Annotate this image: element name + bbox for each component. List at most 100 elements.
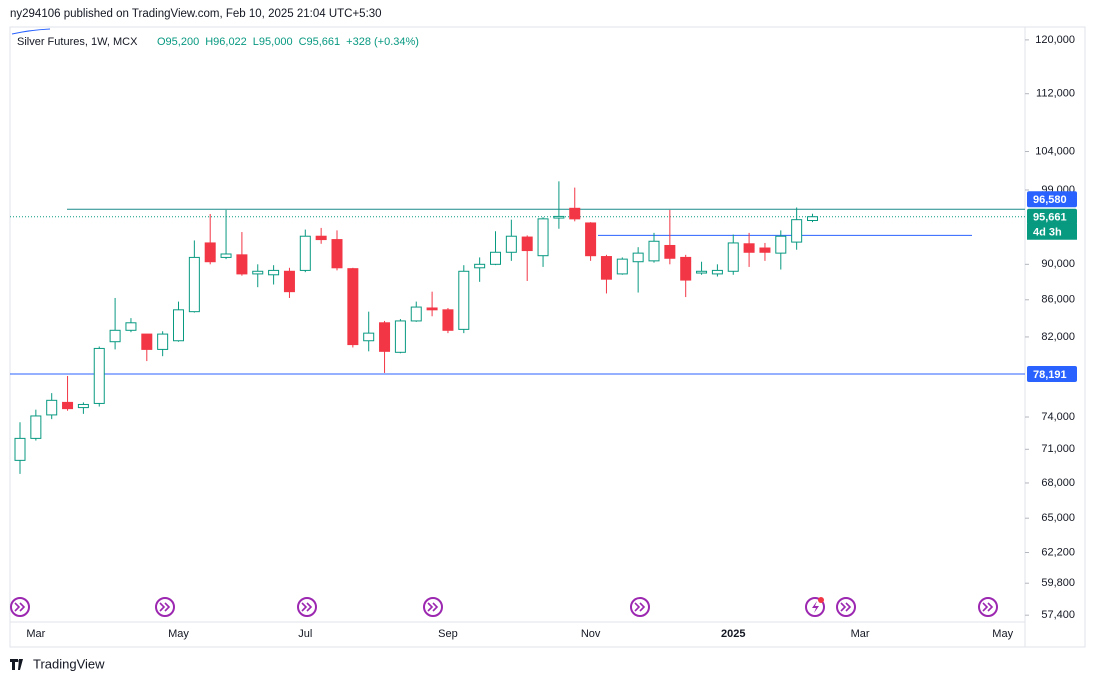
y-tick-label: 112,000 xyxy=(1036,88,1075,100)
candle-body xyxy=(553,215,565,219)
last-price-badge: 95,661 xyxy=(1033,212,1067,224)
drawing-fragment xyxy=(11,28,51,35)
candle-body xyxy=(648,240,660,262)
candle-body xyxy=(410,306,422,322)
y-tick-label: 57,400 xyxy=(1041,609,1075,621)
candle-body xyxy=(125,322,137,331)
candle-body xyxy=(283,270,295,293)
candle-body xyxy=(680,256,692,281)
candle-body xyxy=(711,269,723,275)
level-badge: 78,191 xyxy=(1033,369,1067,381)
x-tick-label: May xyxy=(992,628,1013,640)
candle-body xyxy=(30,415,42,439)
y-tick-label: 59,800 xyxy=(1041,577,1075,589)
ohlc-legend-item: C95,661 xyxy=(299,36,341,48)
y-tick-label: 71,000 xyxy=(1041,443,1075,455)
candle-body xyxy=(585,222,597,257)
candle-body xyxy=(442,309,454,331)
candle-body xyxy=(505,235,517,253)
candle-body xyxy=(188,256,200,313)
y-tick-label: 68,000 xyxy=(1041,477,1075,489)
footer-logo xyxy=(10,659,23,670)
candle-body xyxy=(62,401,74,410)
ohlc-legend-item: +328 (+0.34%) xyxy=(346,36,419,48)
candle-body xyxy=(474,263,486,269)
x-tick-label: Mar xyxy=(851,628,870,640)
candle-body xyxy=(632,252,644,263)
event-icon-glyph xyxy=(840,602,852,612)
candle-body xyxy=(173,309,184,342)
y-tick-label: 65,000 xyxy=(1041,512,1075,524)
candle-body xyxy=(600,256,612,280)
level-badge-bg xyxy=(1027,191,1077,208)
candle-body xyxy=(331,239,343,269)
x-tick-label: Sep xyxy=(438,628,458,640)
candle-body xyxy=(791,219,803,243)
candle-body xyxy=(759,247,771,253)
candle-body xyxy=(268,269,280,276)
candle-body xyxy=(521,236,533,252)
candle-body xyxy=(743,243,755,253)
ohlc-legend-item: H96,022 xyxy=(205,36,247,48)
candle-body xyxy=(252,270,264,275)
candle-body xyxy=(141,333,153,350)
candle-body xyxy=(46,399,58,416)
y-tick-label: 104,000 xyxy=(1035,145,1075,157)
y-tick-label: 62,200 xyxy=(1041,546,1075,558)
candle-body xyxy=(347,268,359,346)
level-badge-bg xyxy=(1027,366,1077,383)
x-tick-label: Jul xyxy=(298,628,312,640)
level-badge: 96,580 xyxy=(1033,194,1067,206)
event-icon-glyph xyxy=(982,602,994,612)
x-tick-label: 2025 xyxy=(721,628,745,640)
candle-body xyxy=(220,253,232,258)
candle-body xyxy=(363,332,375,342)
candle-body xyxy=(664,244,676,259)
countdown: 4d 3h xyxy=(1033,227,1062,239)
event-icon-glyph xyxy=(812,601,819,613)
ohlc-legend-item: L95,000 xyxy=(253,36,293,48)
event-dot xyxy=(818,597,824,603)
candle-body xyxy=(394,320,406,353)
candle-body xyxy=(109,329,121,343)
candle-body xyxy=(458,270,470,330)
candle-body xyxy=(537,218,549,257)
countdown-bg xyxy=(1027,223,1077,240)
candle-body xyxy=(696,270,708,274)
y-tick-label: 82,000 xyxy=(1041,331,1075,343)
y-tick-label: 120,000 xyxy=(1035,34,1075,46)
x-tick-label: May xyxy=(168,628,189,640)
event-icon-glyph xyxy=(14,602,26,612)
candle-body xyxy=(315,235,327,241)
last-price-badge-bg xyxy=(1027,208,1077,225)
y-tick-label: 74,000 xyxy=(1041,411,1075,423)
candle-body xyxy=(379,322,391,352)
candle-body xyxy=(299,235,311,271)
candle-body xyxy=(569,207,581,220)
candle-body xyxy=(616,258,628,275)
candle-body xyxy=(14,437,26,461)
candle-body xyxy=(807,216,818,221)
event-icon-glyph xyxy=(427,602,439,612)
event-icon-glyph xyxy=(634,602,646,612)
y-tick-label: 90,000 xyxy=(1041,258,1075,270)
footer-brand: TradingView xyxy=(33,656,105,671)
candle-body xyxy=(204,242,216,263)
x-tick-label: Nov xyxy=(581,628,601,640)
ohlc-legend-item: O95,200 xyxy=(157,36,199,48)
event-icon-glyph xyxy=(159,602,171,612)
candle-body xyxy=(775,235,787,254)
chart-frame xyxy=(9,26,1086,648)
event-icon-glyph xyxy=(301,602,313,612)
y-tick-label: 86,000 xyxy=(1041,294,1075,306)
candle-body xyxy=(727,242,739,272)
candle-body xyxy=(490,251,501,265)
candle-body xyxy=(93,347,105,404)
candle-body xyxy=(236,254,248,275)
candle-body xyxy=(77,403,89,409)
publisher: ny294106 published on TradingView.com, F… xyxy=(10,8,382,20)
candle-body xyxy=(426,307,438,311)
candle-body xyxy=(157,333,169,350)
